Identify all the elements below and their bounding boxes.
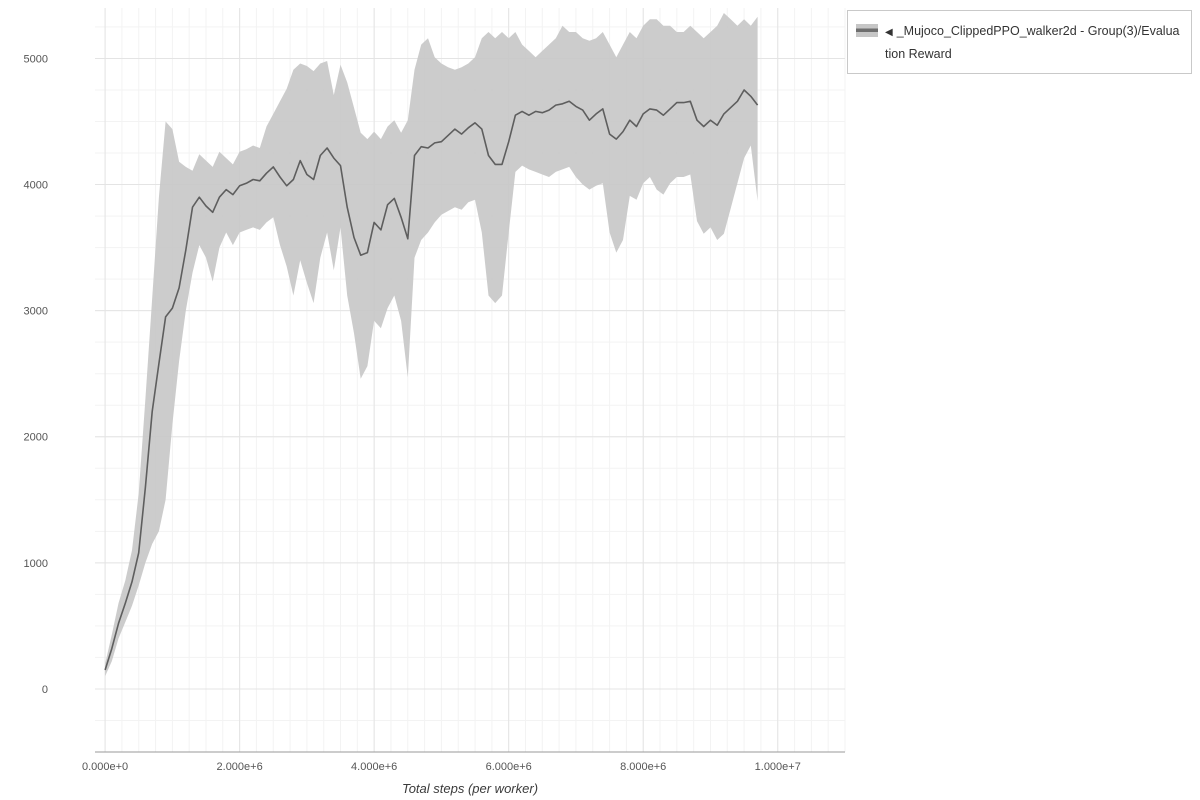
svg-text:1000: 1000 [24, 558, 48, 570]
x-axis-tick-labels: 0.000e+0 2.000e+6 4.000e+6 6.000e+6 8.000e+6… [82, 761, 801, 773]
mean-reward-line [104, 89, 759, 671]
svg-text:0.000e+0: 0.000e+0 [82, 761, 128, 773]
svg-text:4.000e+6: 4.000e+6 [351, 761, 397, 773]
legend-item[interactable]: ◀ _Mujoco_ClippedPPO_walker2d - Group(3)/… [856, 20, 1181, 65]
svg-text:2000: 2000 [24, 432, 48, 444]
confidence-band [105, 13, 758, 677]
svg-text:8.000e+6: 8.000e+6 [620, 761, 666, 773]
svg-text:6.000e+6: 6.000e+6 [486, 761, 532, 773]
svg-text:5000: 5000 [24, 53, 48, 65]
legend-label: _Mujoco_ClippedPPO_walker2d - Group(3)/E… [885, 24, 1180, 61]
y-axis-tick-labels: 0 1000 2000 3000 4000 5000 [24, 53, 48, 696]
legend-text: ◀ _Mujoco_ClippedPPO_walker2d - Group(3)/… [885, 20, 1181, 65]
band-swatch-icon [856, 24, 878, 37]
svg-text:4000: 4000 [24, 180, 48, 192]
svg-text:3000: 3000 [24, 306, 48, 318]
x-axis-title: Total steps (per worker) [401, 781, 539, 796]
svg-text:1.000e+7: 1.000e+7 [755, 761, 801, 773]
svg-text:0: 0 [42, 684, 48, 696]
legend: ◀ _Mujoco_ClippedPPO_walker2d - Group(3)/… [847, 10, 1192, 74]
svg-text:2.000e+6: 2.000e+6 [217, 761, 263, 773]
triangle-left-icon: ◀ [885, 27, 893, 38]
